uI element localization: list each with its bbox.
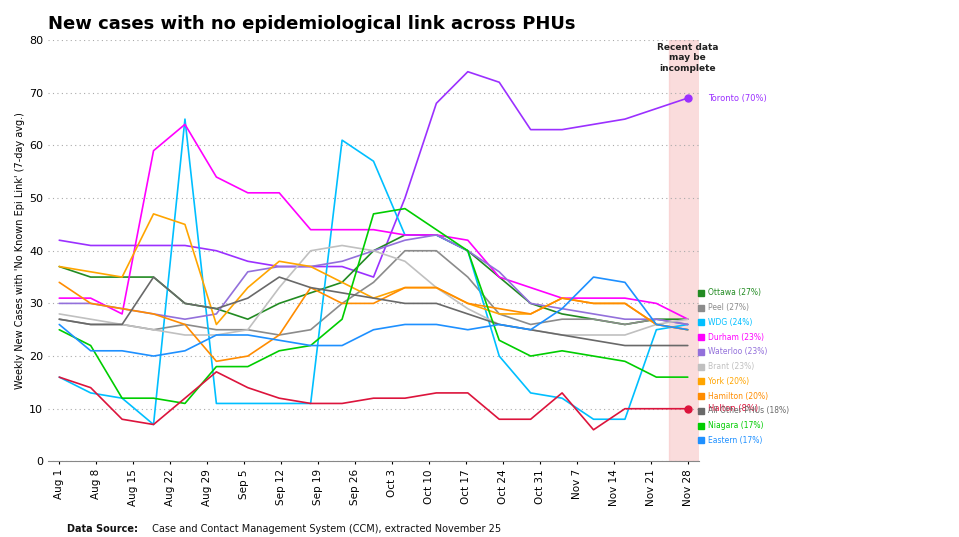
Text: Data Source:: Data Source: (67, 524, 138, 534)
Bar (669, 40, 706, 461)
Text: Case and Contact Management System (CCM), extracted November 25: Case and Contact Management System (CCM)… (149, 524, 501, 534)
Text: Waterloo (23%): Waterloo (23%) (708, 347, 767, 357)
Text: Brant (23%): Brant (23%) (708, 362, 755, 371)
Text: Ottawa (27%): Ottawa (27%) (708, 288, 761, 297)
Text: Eastern (17%): Eastern (17%) (708, 436, 762, 445)
Text: Peel (27%): Peel (27%) (708, 303, 749, 312)
Text: Durham (23%): Durham (23%) (708, 332, 764, 342)
Text: New cases with no epidemiological link across PHUs: New cases with no epidemiological link a… (48, 15, 575, 33)
Text: Recent data
may be
incomplete: Recent data may be incomplete (657, 43, 718, 72)
Text: WDG (24%): WDG (24%) (708, 318, 753, 327)
Text: Niagara (17%): Niagara (17%) (708, 421, 763, 430)
Text: All Other PHUs (18%): All Other PHUs (18%) (708, 407, 789, 415)
Y-axis label: Weekly New Cases with 'No Known Epi Link' (7-day avg.): Weekly New Cases with 'No Known Epi Link… (15, 112, 25, 389)
Text: Hamilton (20%): Hamilton (20%) (708, 391, 768, 401)
Text: Toronto (70%): Toronto (70%) (708, 93, 767, 103)
Text: Halton (8%): Halton (8%) (708, 404, 759, 413)
Text: York (20%): York (20%) (708, 377, 749, 386)
